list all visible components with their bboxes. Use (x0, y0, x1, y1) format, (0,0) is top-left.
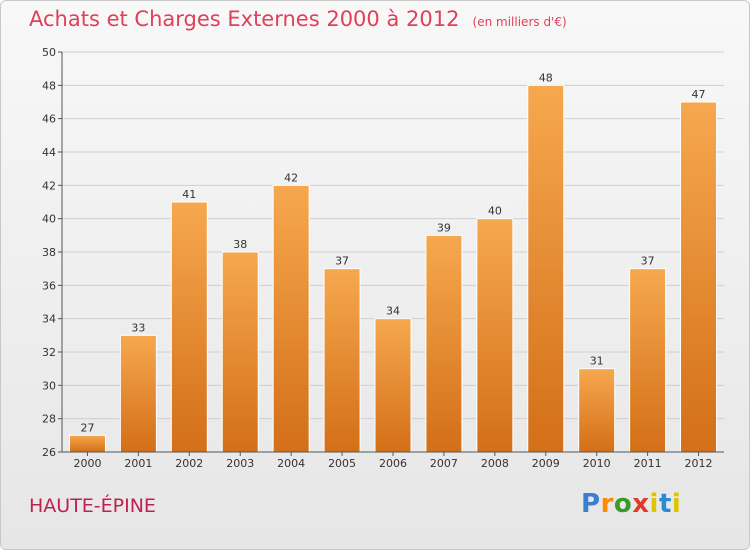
bars: 27 33 41 38 42 37 34 39 40 48 31 37 47 (68, 71, 718, 453)
value-label-2007: 39 (437, 221, 451, 234)
bar-2011 (629, 268, 667, 453)
value-label-2001: 33 (131, 321, 145, 334)
y-tick-label: 32 (42, 346, 56, 359)
bar-2012 (680, 101, 718, 453)
x-tick-label-2004: 2004 (277, 457, 305, 470)
place-name: HAUTE-ÉPINE (29, 495, 156, 517)
proxiti-logo[interactable]: Proxiti (581, 489, 681, 519)
y-tick-label: 46 (42, 113, 56, 126)
y-tick-label: 30 (42, 379, 56, 392)
y-tick-label: 26 (42, 446, 56, 459)
value-label-2002: 41 (182, 188, 196, 201)
value-label-2006: 34 (386, 305, 400, 318)
x-tick-label-2007: 2007 (430, 457, 458, 470)
value-label-2000: 27 (80, 421, 94, 434)
x-tick-label-2003: 2003 (226, 457, 254, 470)
x-tick-label-2009: 2009 (532, 457, 560, 470)
value-label-2008: 40 (488, 205, 502, 218)
logo-letter: i (649, 489, 659, 519)
value-label-2003: 38 (233, 238, 247, 251)
x-tick-label-2012: 2012 (685, 457, 713, 470)
logo-letter: o (613, 489, 633, 519)
logo-letter: t (658, 489, 672, 519)
y-tick-label: 48 (42, 79, 56, 92)
value-label-2005: 37 (335, 255, 349, 268)
y-tick-label: 28 (42, 413, 56, 426)
y-tick-label: 34 (42, 313, 56, 326)
x-tick-label-2010: 2010 (583, 457, 611, 470)
y-tick-label: 50 (42, 46, 56, 59)
axes: 26 28 30 32 34 36 38 40 42 44 46 48 50 2000 2001 2002 20… (42, 46, 724, 470)
value-label-2009: 48 (539, 71, 553, 84)
logo-letter: x (632, 489, 650, 519)
y-tick-label: 44 (42, 146, 56, 159)
y-tick-label: 38 (42, 246, 56, 259)
bar-2002 (170, 201, 208, 453)
value-label-2010: 31 (590, 355, 604, 368)
bar-2003 (221, 251, 259, 453)
value-label-2004: 42 (284, 171, 298, 184)
chart-title: Achats et Charges Externes 2000 à 2012 (… (29, 7, 567, 31)
x-tick-label-2008: 2008 (481, 457, 509, 470)
y-tick-label: 42 (42, 179, 56, 192)
chart-title-unit: (en milliers d'€) (472, 15, 567, 29)
bar-2006 (374, 318, 412, 453)
x-tick-label-2011: 2011 (634, 457, 662, 470)
x-tick-label-2002: 2002 (175, 457, 203, 470)
x-tick-label-2006: 2006 (379, 457, 407, 470)
x-tick-label-2005: 2005 (328, 457, 356, 470)
bar-2005 (323, 268, 361, 453)
bar-2004 (272, 184, 310, 453)
logo-letter: r (600, 489, 614, 519)
bar-2001 (119, 334, 157, 453)
logo-letter: P (581, 489, 601, 519)
bar-2009 (527, 84, 565, 453)
chart-title-main: Achats et Charges Externes 2000 à 2012 (29, 7, 460, 31)
logo-letter: i (671, 489, 682, 519)
x-tick-label-2001: 2001 (124, 457, 152, 470)
bar-2010 (578, 368, 616, 453)
y-tick-label: 36 (42, 279, 56, 292)
bar-2007 (425, 234, 463, 453)
value-label-2012: 47 (692, 88, 706, 101)
bar-2008 (476, 218, 514, 453)
value-label-2011: 37 (641, 255, 655, 268)
x-tick-label-2000: 2000 (73, 457, 101, 470)
y-tick-label: 40 (42, 213, 56, 226)
bar-2000 (68, 434, 106, 453)
